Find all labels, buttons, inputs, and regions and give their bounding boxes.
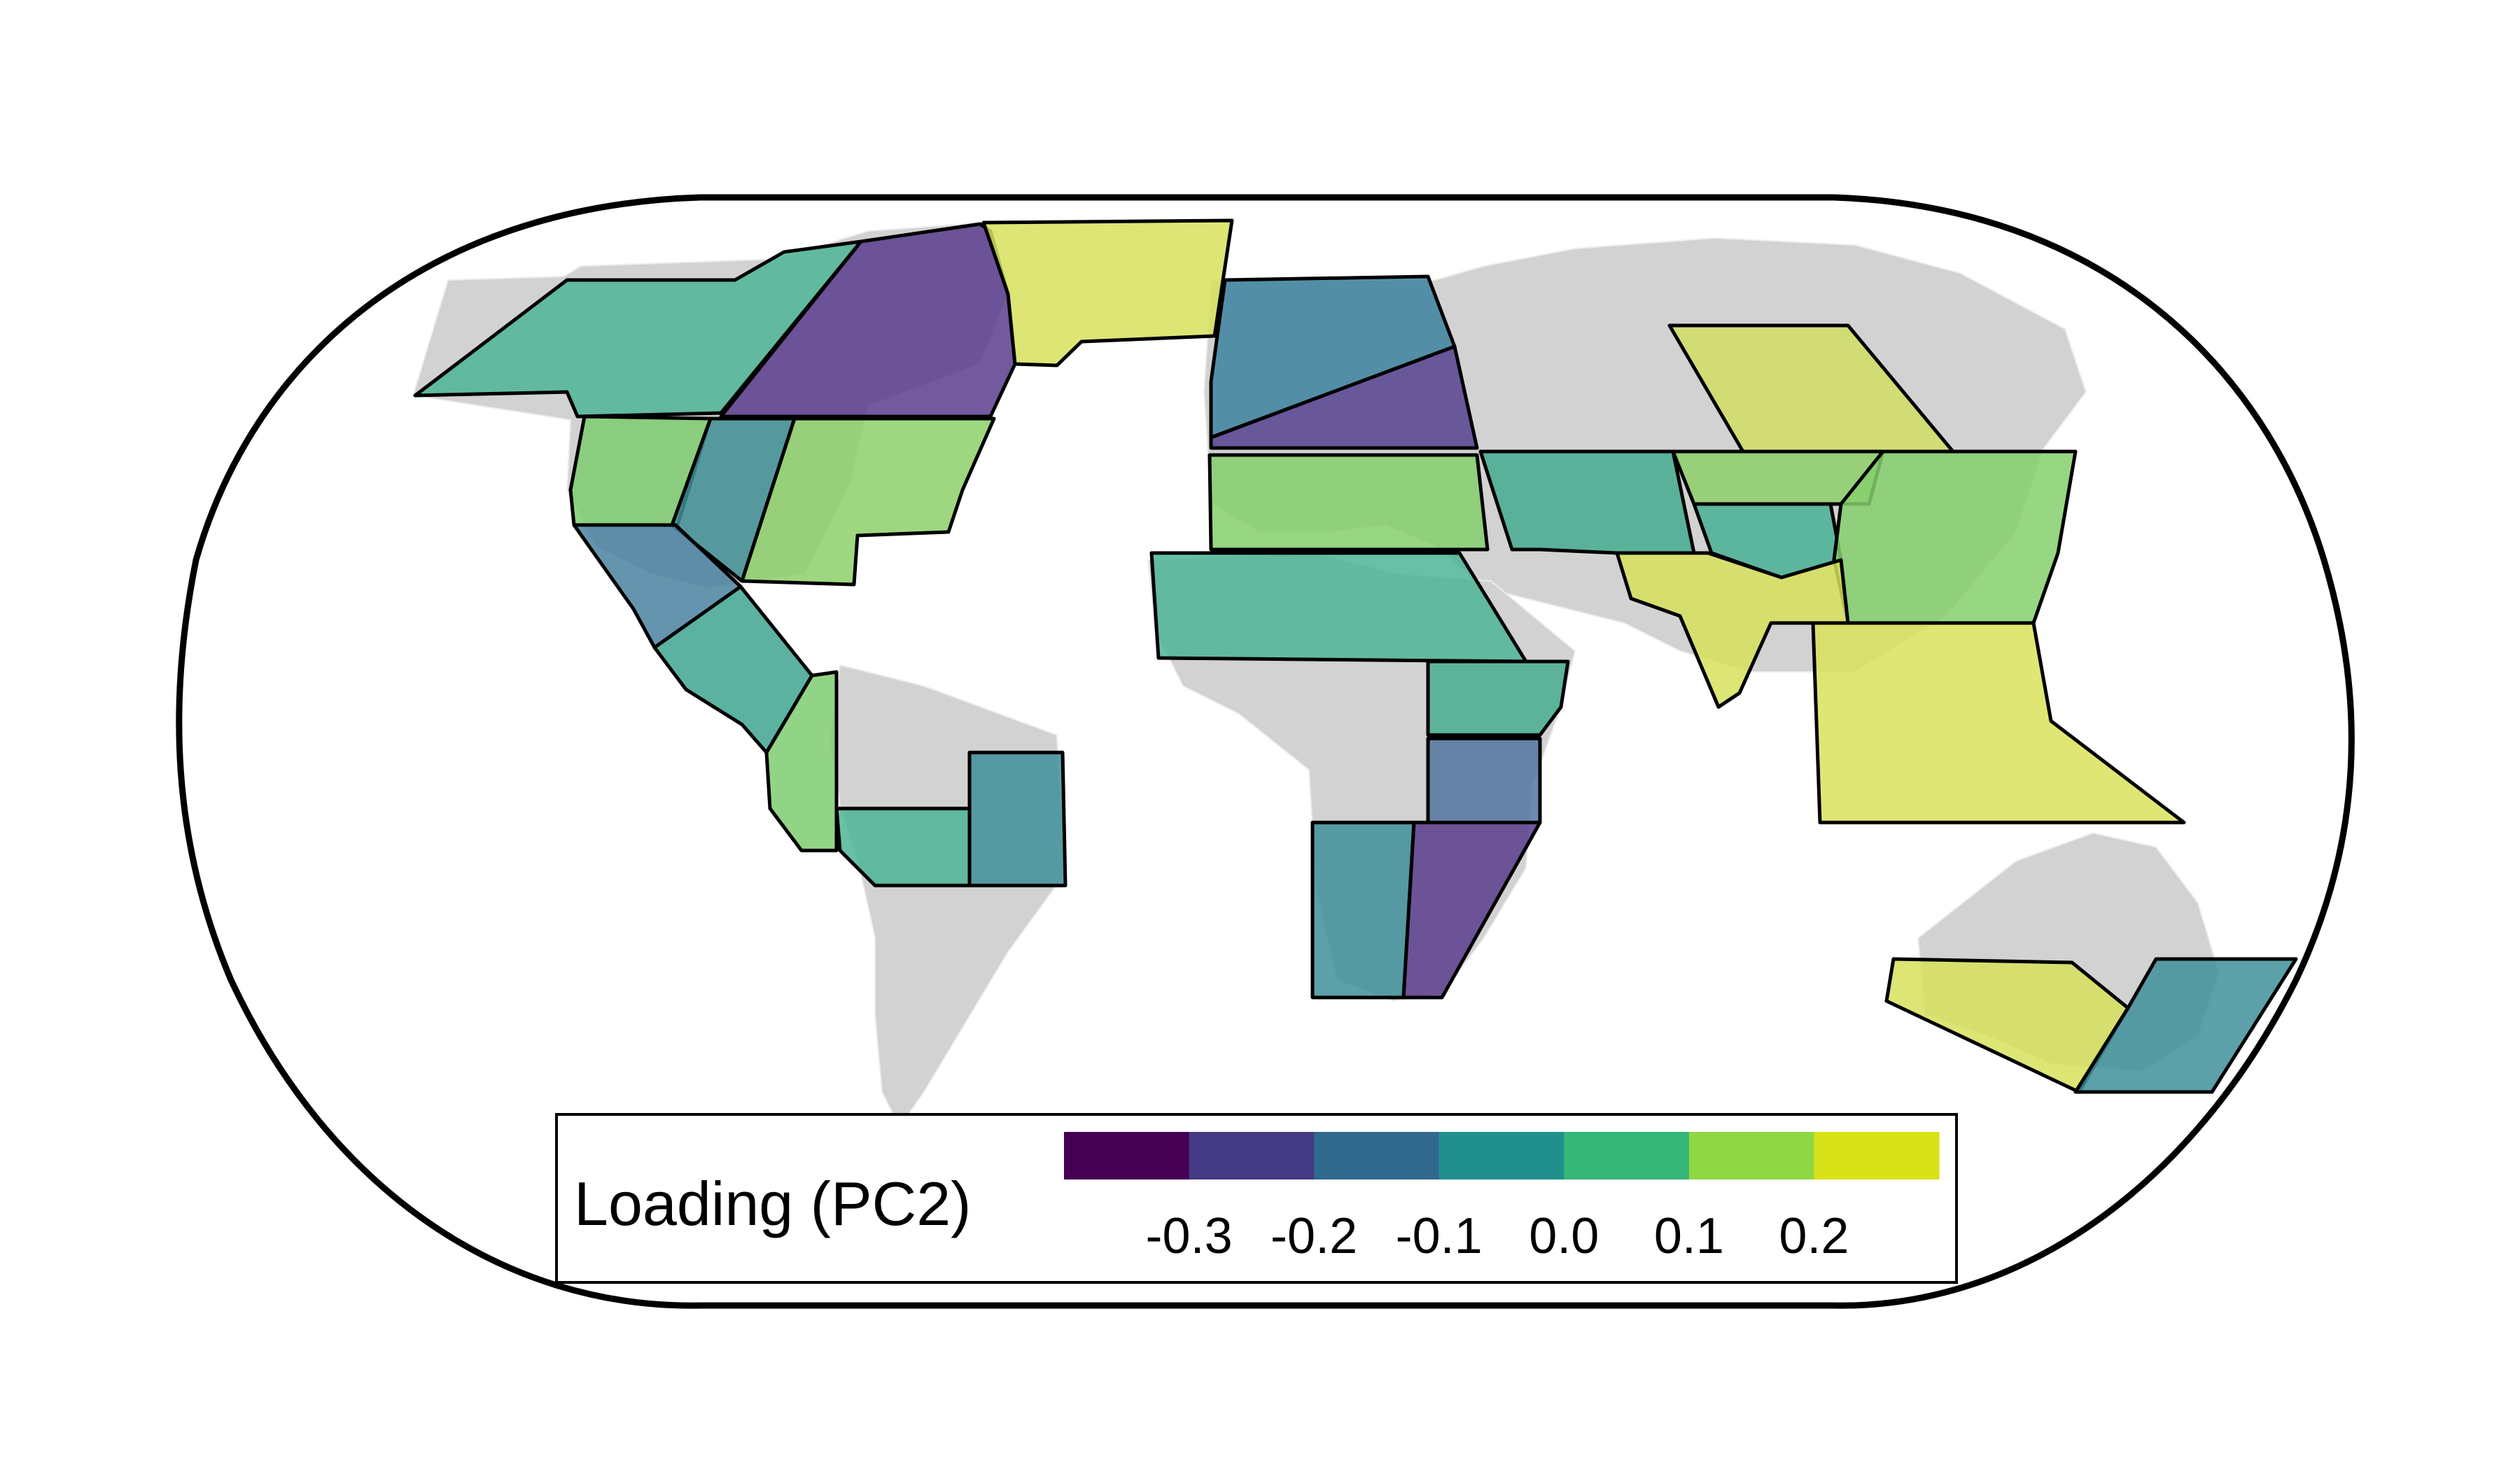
land-south-america [828,664,1065,1128]
region-east-north-america [740,416,996,587]
legend-bin [1688,1132,1815,1180]
legend-bin [1314,1132,1440,1180]
legend-tick-label: 0.1 [1654,1208,1724,1264]
legend-tick-label: -0.1 [1396,1208,1483,1264]
region-northeast-brazil [967,750,1068,888]
legend-bin [1814,1132,1940,1180]
projection-outline [176,194,2355,1309]
region-northwest-south-america [764,670,839,853]
legend-tick-labels: -0.3 -0.2 -0.1 0.0 0.1 0.2 [1146,1208,1849,1264]
region-greenland-iceland [981,218,1234,368]
legend-color-bar [1064,1132,1940,1180]
region-central-east-africa [1426,736,1542,825]
legend: Loading (PC2) -0.3 -0.2 -0.1 0.0 0.1 0.2 [555,1113,1958,1284]
region-new-zealand [2073,957,2298,1094]
legend-bin [1564,1132,1690,1180]
region-sahara [1149,551,1528,664]
legend-title: Loading (PC2) [574,1169,971,1238]
legend-tick-label: 0.2 [1779,1208,1849,1264]
legend-bin [1438,1132,1564,1180]
legend-tick-label: -0.2 [1270,1208,1357,1264]
region-southeast-asia [1811,621,2186,825]
region-west-asia [1478,449,1696,555]
region-mediterranean [1208,453,1490,552]
region-central-europe [1209,344,1479,450]
region-layer [413,218,2298,1094]
region-east-asia [1832,449,2078,625]
region-amazon [834,806,972,888]
legend-tick-label: -0.3 [1146,1208,1233,1264]
region-southwest-africa [1310,820,1416,1000]
legend-bin [1189,1132,1315,1180]
region-east-africa [1426,659,1570,737]
legend-tick-label: 0.0 [1529,1208,1599,1264]
legend-bin [1064,1132,1190,1180]
region-south-asia [1615,551,1850,709]
region-southeast-africa [1401,820,1542,1000]
